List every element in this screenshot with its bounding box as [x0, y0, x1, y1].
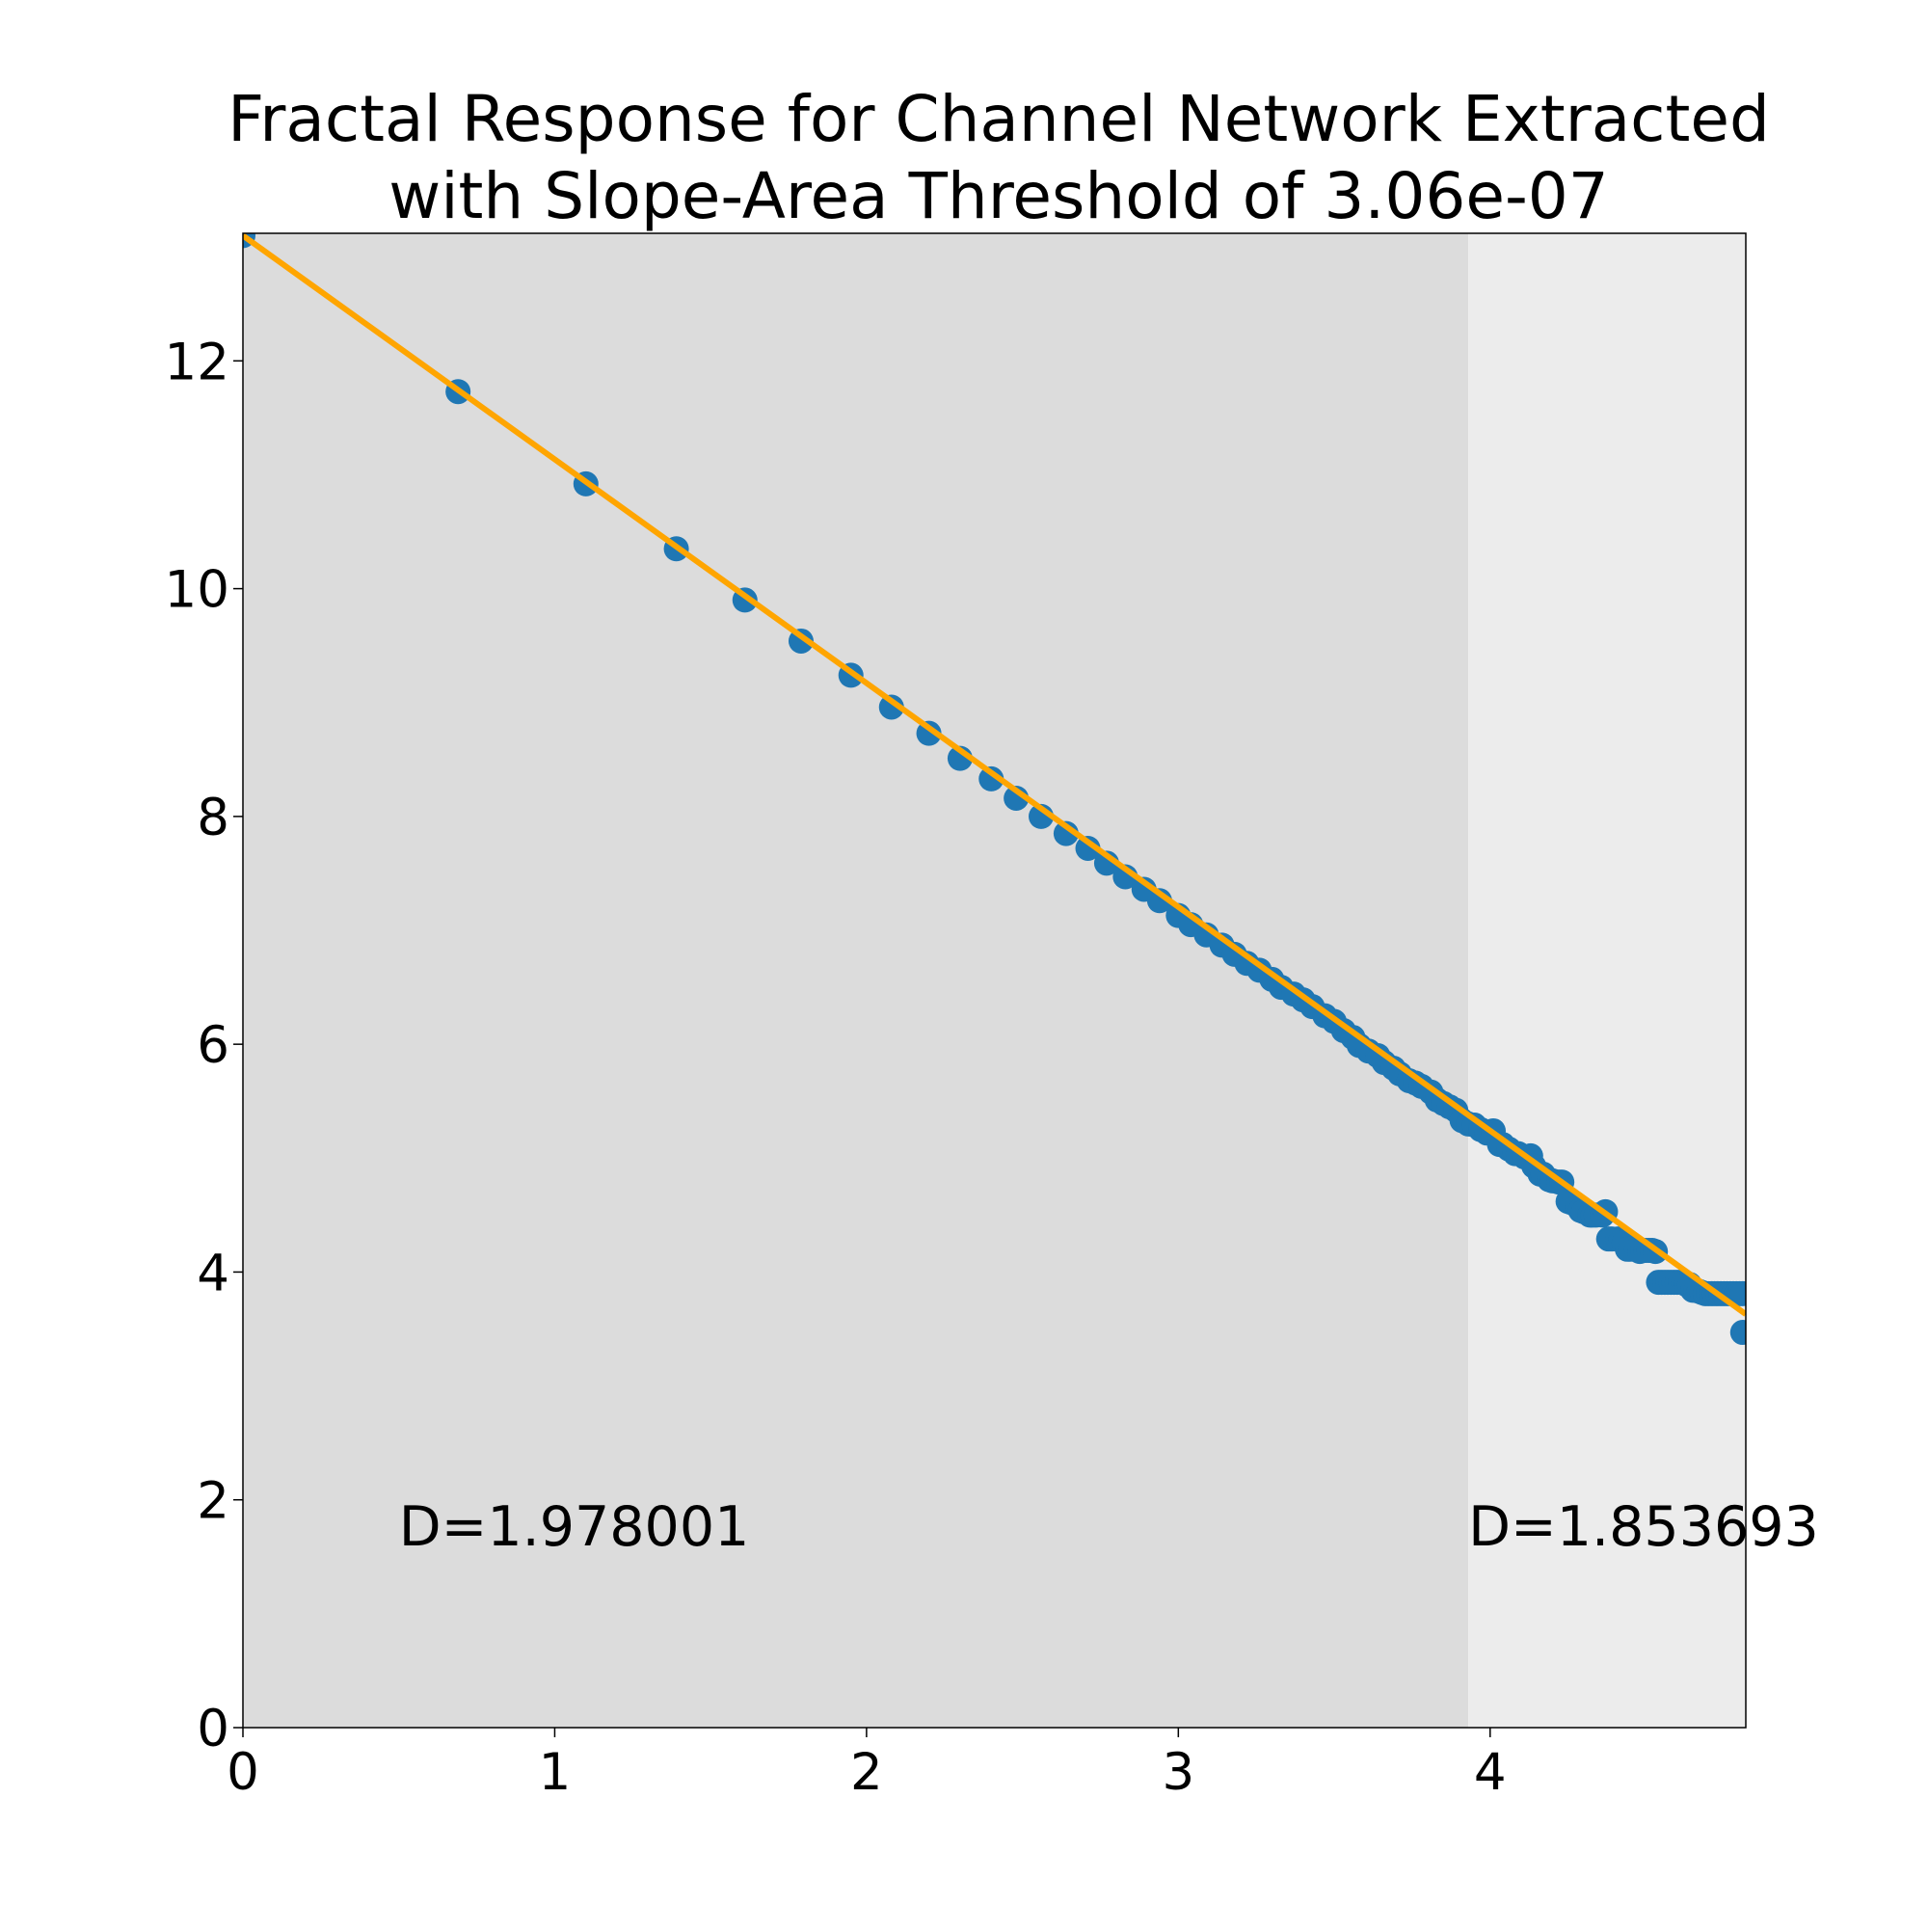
data-point: [978, 765, 1004, 792]
x-tick-label: 3: [1162, 1743, 1194, 1802]
data-point: [1053, 820, 1079, 846]
y-tick-label: 6: [197, 1016, 229, 1075]
x-tick-label: 0: [227, 1743, 259, 1802]
fit-line: [243, 233, 1746, 1317]
y-tick-label: 0: [197, 1700, 229, 1758]
x-tick-label: 2: [850, 1743, 883, 1802]
fractal-dimension-label: D=1.853693: [1468, 1495, 1819, 1559]
shaded-region-2: [1468, 233, 1746, 1728]
fractal-dimension-label: D=1.978001: [399, 1495, 750, 1559]
x-tick-label: 1: [539, 1743, 572, 1802]
data-point: [1729, 1320, 1746, 1346]
y-tick-label: 10: [165, 561, 229, 620]
data-point: [1075, 835, 1101, 861]
data-point: [878, 694, 904, 720]
plot-frame: [242, 232, 1747, 1729]
y-tick-label: 8: [197, 789, 229, 847]
y-tick-label: 12: [165, 333, 229, 391]
y-tick-label: 2: [197, 1472, 229, 1531]
data-point: [1729, 1280, 1746, 1306]
x-tick-label: 4: [1474, 1743, 1507, 1802]
chart-title-line-2: with Slope-Area Threshold of 3.06e-07: [388, 159, 1609, 233]
y-tick-label: 4: [197, 1244, 229, 1302]
data-point: [916, 720, 942, 746]
chart-title-line-1: Fractal Response for Channel Network Ext…: [228, 82, 1770, 156]
plot-area: [243, 233, 1746, 1728]
